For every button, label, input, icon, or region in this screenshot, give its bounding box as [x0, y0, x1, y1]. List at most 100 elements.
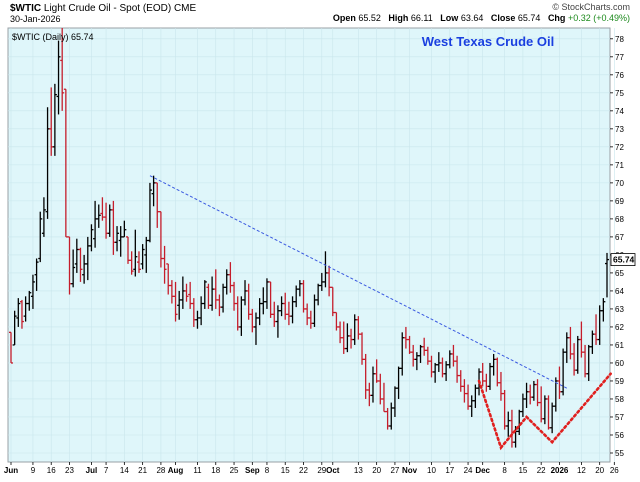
descending-trendline: [149, 175, 568, 389]
y-tick-label: 76: [615, 71, 624, 80]
price-bar: [89, 224, 94, 252]
price-bar: [115, 226, 120, 252]
price-bars: [9, 28, 609, 448]
price-bar: [9, 331, 13, 364]
x-tick-label: Aug: [168, 466, 184, 475]
price-bar: [34, 258, 39, 291]
x-tick-label: 12: [577, 466, 586, 475]
x-tick-label: Sep: [245, 466, 260, 475]
open-label: Open: [332, 13, 356, 23]
x-tick-label: 22: [299, 466, 308, 475]
y-axis: 5556575859606162636465666768697071727374…: [610, 35, 624, 458]
price-bar: [173, 281, 178, 322]
price-bar: [136, 251, 141, 273]
price-bar: [162, 245, 167, 284]
price-bar: [184, 283, 189, 302]
legend: $WTIC (Daily) 65.74: [12, 32, 94, 42]
y-tick-label: 77: [615, 53, 624, 62]
x-tick-label: Oct: [326, 466, 340, 475]
x-tick-label: 8: [502, 466, 507, 475]
chart-header: $WTIC Light Crude Oil - Spot (EOD) CME 3…: [0, 0, 640, 28]
y-tick-label: 55: [615, 449, 624, 458]
high-value: 66.11: [410, 13, 433, 23]
symbol: $WTIC: [10, 3, 42, 14]
chg-value: +0.32 (+0.49%): [567, 13, 630, 23]
y-tick-label: 71: [615, 161, 624, 170]
x-tick-label: 28: [156, 466, 165, 475]
y-tick-label: 73: [615, 125, 624, 134]
high-label: High: [388, 13, 409, 23]
exchange: CME: [173, 3, 197, 14]
price-bar: [78, 247, 83, 282]
price-bar: [16, 298, 21, 327]
x-tick-label: Dec: [475, 466, 490, 475]
x-tick-label: 15: [518, 466, 527, 475]
credit: © StockCharts.com: [552, 2, 630, 12]
x-axis: Jun 9 16 23 Jul 7 14 21 28 Aug 11 18 25 Sep 8 15 22 29 Oct…: [4, 462, 619, 475]
price-bar: [56, 40, 61, 115]
price-bar: [96, 204, 101, 228]
price-bar: [52, 83, 57, 156]
chart-date: 30-Jan-2026: [10, 14, 61, 24]
price-bar: [71, 249, 76, 288]
price-bar: [605, 252, 609, 298]
x-tick-label: 21: [138, 466, 147, 475]
y-tick-label: 63: [615, 305, 624, 314]
close-value: 65.74: [517, 13, 541, 23]
x-tick-label: 29: [317, 466, 326, 475]
plot-area: [7, 27, 611, 463]
ohlc-readout: Open 65.52 High 66.11 Low 63.64 Close 65…: [328, 13, 630, 23]
x-tick-label: 7: [104, 466, 109, 475]
x-tick-label: 16: [47, 466, 56, 475]
y-tick-label: 74: [615, 107, 624, 116]
price-bar: [60, 28, 65, 111]
price-bar: [12, 310, 17, 346]
price-bar: [38, 211, 43, 263]
y-tick-label: 58: [615, 395, 624, 404]
x-tick-label: 14: [120, 466, 129, 475]
x-tick-label: Nov: [402, 466, 418, 475]
y-tick-label: 65: [615, 269, 624, 278]
price-bar: [41, 197, 46, 237]
price-bar: [133, 229, 138, 277]
x-tick-label: 17: [445, 466, 454, 475]
y-tick-label: 64: [615, 287, 624, 296]
x-tick-label: 25: [230, 466, 239, 475]
last-price-box: [610, 253, 636, 266]
x-tick-label: 20: [595, 466, 604, 475]
chg-label: Chg: [547, 13, 566, 23]
low-label: Low: [440, 13, 459, 23]
last-price-label: 65.74: [613, 255, 635, 265]
x-tick-label: 24: [464, 466, 473, 475]
pattern-line: [477, 372, 612, 451]
close-label: Close: [490, 13, 516, 23]
y-tick-label: 72: [615, 143, 624, 152]
symbol-name: Light Crude Oil - Spot (EOD): [43, 3, 172, 14]
price-bar: [140, 244, 145, 270]
x-tick-label: Jun: [4, 466, 18, 475]
symbol-line: $WTIC Light Crude Oil - Spot (EOD) CME: [10, 3, 196, 14]
x-tick-label: 15: [281, 466, 290, 475]
y-tick-label: 62: [615, 323, 624, 332]
x-tick-label: Jul: [86, 466, 98, 475]
y-tick-label: 57: [615, 413, 624, 422]
low-value: 63.64: [460, 13, 484, 23]
x-tick-label: 10: [427, 466, 436, 475]
y-tick-label: 67: [615, 233, 624, 242]
x-tick-label: 13: [354, 466, 363, 475]
price-bar: [19, 299, 24, 329]
x-tick-label: 9: [31, 466, 36, 475]
price-bar: [601, 298, 606, 322]
y-tick-label: 56: [615, 431, 624, 440]
y-tick-label: 70: [615, 179, 624, 188]
price-bar: [27, 290, 32, 311]
y-tick-label: 68: [615, 215, 624, 224]
price-bar: [129, 251, 134, 275]
y-tick-label: 69: [615, 197, 624, 206]
price-bar: [202, 280, 207, 309]
x-tick-label: 27: [390, 466, 399, 475]
y-tick-label: 75: [615, 89, 624, 98]
y-tick-label: 59: [615, 377, 624, 386]
x-tick-label: 22: [537, 466, 546, 475]
y-tick-label: 60: [615, 359, 624, 368]
